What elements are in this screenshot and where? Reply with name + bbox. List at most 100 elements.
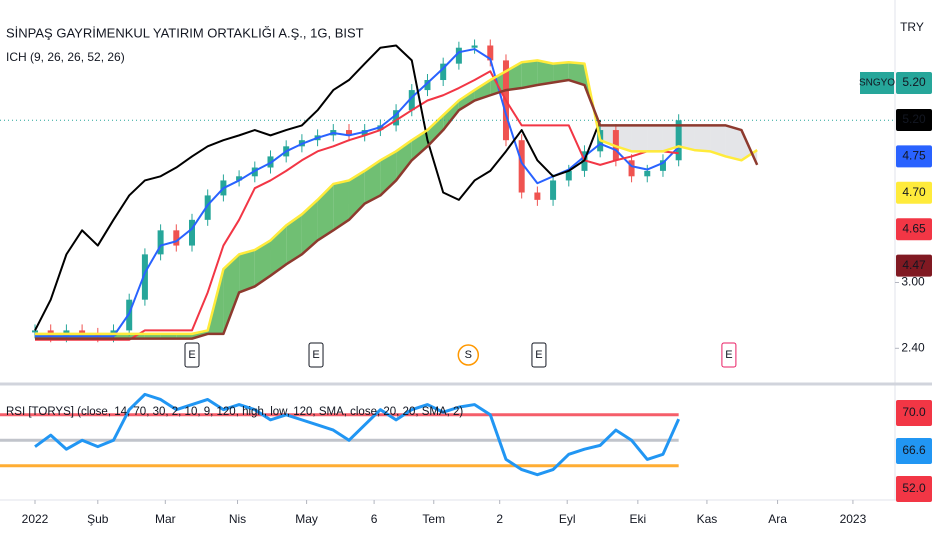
- candle: [534, 192, 541, 200]
- x-tick-label: Tem: [422, 512, 445, 526]
- x-tick-label: Eyl: [559, 512, 576, 526]
- x-tick-label: 2022: [22, 512, 49, 526]
- cloud-segment: [694, 125, 711, 152]
- candle: [79, 330, 86, 334]
- rsi-tag-label: 52.0: [902, 481, 926, 495]
- candle: [173, 230, 180, 246]
- cloud-segment: [380, 151, 397, 196]
- event-marker: [531, 342, 547, 368]
- candle: [236, 176, 243, 181]
- price-tag-label: 5.20: [902, 75, 926, 89]
- cloud-segment: [301, 199, 318, 255]
- candle: [188, 219, 195, 246]
- indicator-line: [34, 44, 602, 331]
- candle: [204, 195, 211, 220]
- candle: [408, 90, 415, 111]
- cloud-segment: [537, 60, 554, 86]
- y-tick-label: 2.40: [901, 340, 925, 354]
- cloud-segment: [521, 60, 538, 89]
- symbol-tag: [860, 72, 894, 94]
- cloud-segment: [631, 125, 648, 152]
- candle: [393, 110, 400, 126]
- cloud-segment: [286, 214, 302, 265]
- x-tick-label: Eki: [630, 512, 647, 526]
- candle: [675, 120, 682, 161]
- rsi-tag-label: 70.0: [902, 405, 926, 419]
- x-tick-label: Kas: [697, 512, 718, 526]
- rsi-legend: RSI [TORYS] (close, 14, 70, 30, 2, 10, 9…: [6, 406, 463, 418]
- candle: [455, 47, 462, 64]
- event-label: E: [725, 349, 732, 361]
- cloud-segment: [333, 180, 349, 231]
- symbol-tag-label: SNGYO: [859, 78, 895, 89]
- event-label: E: [188, 349, 195, 361]
- candle: [440, 63, 447, 81]
- candle: [518, 140, 525, 193]
- cloud-segment: [411, 130, 428, 161]
- rsi-tag: [896, 476, 932, 502]
- candle: [659, 160, 666, 171]
- candle: [628, 160, 635, 177]
- cloud-segment: [458, 90, 475, 111]
- x-tick-label: Şub: [87, 512, 109, 526]
- rsi-tag-label: 66.6: [902, 443, 926, 457]
- cloud-segment: [364, 160, 381, 204]
- candle: [141, 254, 148, 300]
- event-label: S: [465, 349, 472, 361]
- cloud-segment: [647, 125, 663, 152]
- price-tag: [896, 145, 932, 168]
- candle: [424, 80, 431, 91]
- price-tag: [896, 254, 932, 277]
- cloud-segment: [678, 125, 695, 151]
- price-tag-label: 4.75: [902, 149, 926, 163]
- event-label: E: [535, 349, 542, 361]
- cloud-span-line: [35, 78, 759, 340]
- chart-title: SİNPAŞ GAYRİMENKUL YATIRIM ORTAKLIĞI A.Ş…: [6, 25, 364, 40]
- price-tag-label: 5.20: [902, 112, 926, 126]
- candle: [487, 45, 494, 61]
- x-tick-label: Ara: [768, 512, 787, 526]
- rsi-tag: [896, 438, 932, 464]
- cloud-segment: [553, 62, 569, 83]
- candle: [32, 330, 39, 333]
- candle: [471, 45, 478, 48]
- price-tag: [896, 72, 932, 94]
- x-tick-label: Nis: [229, 512, 246, 526]
- indicator-legend: ICH (9, 26, 26, 52, 26): [6, 50, 125, 64]
- candle: [345, 130, 352, 136]
- cloud-span-line: [35, 59, 758, 336]
- price-tag-label: 4.47: [902, 258, 926, 272]
- price-tag: [896, 109, 932, 131]
- plot: 2022 Şub Mar Nis May 6 Tem 2 Eyl Eki Kas Ara 2023 2.4…: [0, 39, 932, 526]
- candle: [565, 170, 572, 181]
- cloud-segment: [568, 62, 585, 86]
- price-tag-label: 4.65: [902, 221, 926, 235]
- event-label: E: [312, 349, 319, 361]
- cloud-segment: [443, 100, 459, 131]
- cloud-segment: [317, 183, 334, 241]
- currency-label: TRY: [900, 20, 924, 34]
- cloud-segment: [427, 115, 444, 147]
- cloud-segment: [710, 125, 726, 157]
- candle: [157, 230, 164, 255]
- event-marker: [721, 342, 737, 368]
- cloud-segment: [223, 254, 240, 334]
- event-marker: [457, 344, 480, 366]
- rsi-line: [34, 392, 681, 477]
- x-tick-label: 2023: [840, 512, 867, 526]
- cloud-segment: [239, 249, 255, 293]
- price-tag: [896, 218, 932, 241]
- indicator-line: [35, 70, 679, 341]
- rsi-tag: [896, 400, 932, 426]
- y-tick-label: 3.00: [901, 275, 925, 289]
- candle: [550, 180, 557, 200]
- price-tag: [896, 181, 932, 204]
- cloud-segment: [662, 125, 679, 152]
- cloud-segment: [725, 125, 742, 161]
- cloud-segment: [615, 125, 632, 152]
- candle: [644, 170, 651, 177]
- cloud-segment: [254, 240, 271, 287]
- price-tag-label: 4.70: [902, 185, 926, 199]
